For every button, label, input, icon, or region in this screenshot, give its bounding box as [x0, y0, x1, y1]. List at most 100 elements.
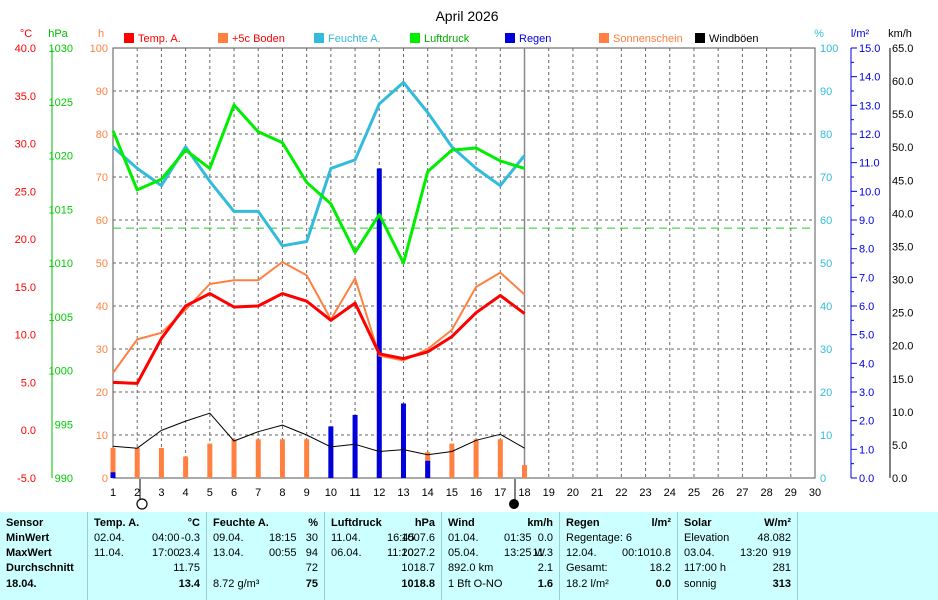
x-axis-tick-label: 4 [183, 487, 189, 499]
summary-cell-label: sonnig [684, 578, 717, 590]
temp-axis-tick-label: 5.0 [21, 377, 36, 389]
legend-swatch [218, 33, 228, 43]
summary-cell-label: 03.04. [684, 547, 715, 559]
wind-axis-tick-label: 30.0 [892, 275, 913, 287]
summary-cell-value: 11.75 [173, 562, 200, 574]
rain-axis-tick-label: 13.0 [859, 100, 880, 112]
sunshine-axis-tick-label: 100 [90, 43, 108, 55]
summary-column-humidity: Feuchte A.% 09.04. 18:15 30 13.04. 00:55 94 72 8… [207, 512, 324, 600]
rain-axis-tick-label: 5.0 [859, 330, 874, 342]
summary-cell-value: 1018.8 [401, 578, 435, 590]
sunshine-bar [449, 443, 455, 478]
x-axis-tick-label: 12 [373, 487, 385, 499]
x-axis-tick-label: 20 [567, 487, 579, 499]
rain-axis-tick-label: 8.0 [859, 244, 874, 256]
wind-axis-tick-label: 45.0 [892, 175, 913, 187]
x-axis-tick-label: 6 [231, 487, 237, 499]
wind-axis-tick-label: 5.0 [892, 440, 907, 452]
humidity-axis-tick-label: 60 [820, 215, 832, 227]
humidity-axis-tick-label: 40 [820, 301, 832, 313]
summary-row-labels: Sensor MinWert MaxWert Durchschnitt 18.0… [0, 512, 86, 600]
line-series-layer [111, 80, 526, 456]
pressure-axis-tick-label: 1020 [49, 151, 73, 163]
temp-axis-tick-label: 20.0 [15, 234, 36, 246]
summary-cell-time: 18:15 [269, 532, 297, 544]
row-label-average: Durchschnitt [6, 562, 74, 574]
full-moon-icon [136, 498, 148, 510]
temp-axis-tick-label: -5.0 [17, 473, 36, 485]
legend-swatch [410, 33, 420, 43]
humidity-axis-tick-label: 30 [820, 344, 832, 356]
sunshine-axis-tick-label: 80 [96, 129, 108, 141]
summary-cell-time: 04:00 [152, 532, 180, 544]
x-axis-tick-label: 1 [110, 487, 116, 499]
rain-bar [328, 426, 334, 478]
summary-cell-value: 72 [305, 562, 318, 574]
legend-swatch [124, 33, 134, 43]
legend-label: Sonnenschein [613, 33, 683, 45]
x-axis-tick-label: 30 [809, 487, 821, 499]
temp-axis-tick-label: 30.0 [15, 139, 36, 151]
sunshine-axis-tick-label: 30 [96, 344, 108, 356]
summary-header-unit: W/m² [764, 517, 791, 529]
wind-axis-tick-label: 20.0 [892, 341, 913, 353]
summary-cell-time: 11:20 [387, 547, 414, 559]
summary-cell-value: 18.2 [649, 562, 671, 574]
sunshine-axis-tick-label: 0 [102, 473, 108, 485]
rain-bar [425, 460, 431, 478]
summary-cell-label: 02.04. [94, 532, 125, 544]
sunshine-axis-tick-label: 20 [96, 387, 108, 399]
x-axis-tick-label: 17 [494, 487, 506, 499]
humidity-axis-tick-label: 50 [820, 258, 832, 270]
summary-header-title: Solar [684, 517, 712, 529]
summary-cell-value: 75 [305, 578, 318, 590]
summary-cell-label: 13.04. [213, 547, 244, 559]
legend-label: Windböen [709, 33, 759, 45]
summary-cell-time: 01:35 [504, 532, 532, 544]
wind-axis-tick-label: 35.0 [892, 241, 913, 253]
rain-axis-tick-label: 10.0 [859, 186, 880, 198]
summary-header-title: Regen [566, 517, 600, 529]
pressure-axis-unit: hPa [48, 28, 68, 40]
line-series-temp [112, 261, 526, 374]
legend-swatch [314, 33, 324, 43]
pressure-axis-tick-label: 1030 [49, 43, 73, 55]
summary-column-pressure: Luftdruck hPa 11.04. 16:45 1007.6 06.04. 11:20… [325, 512, 441, 600]
wind-axis-tick-label: 40.0 [892, 208, 913, 220]
summary-cell-value: 1027.2 [401, 547, 435, 559]
summary-header-unit: °C [187, 517, 200, 529]
summary-column-rain: Regen l/m² Regentage: 6 12.04. 00:10 10.8 Gesa… [560, 512, 677, 600]
temp-axis-tick-label: 15.0 [15, 282, 36, 294]
temp-axis-tick-label: 25.0 [15, 186, 36, 198]
rain-axis-tick-label: 1.0 [859, 444, 874, 456]
temp-axis-tick-label: 0.0 [21, 425, 36, 437]
rain-axis-unit: l/m² [851, 28, 870, 40]
pressure-axis-tick-label: 1010 [49, 258, 73, 270]
x-axis-tick-label: 3 [158, 487, 164, 499]
summary-column-temp: Temp. A. °C 02.04. 04:00 -0.3 11.04. 17:00 23.4… [88, 512, 206, 600]
humidity-axis-tick-label: 90 [820, 86, 832, 98]
summary-cell-label: 18.2 l/m² [566, 578, 609, 590]
summary-cell-value: 1007.6 [401, 532, 435, 544]
x-axis-tick-label: 23 [639, 487, 651, 499]
summary-cell-label: 11.04. [94, 547, 124, 559]
wind-axis-tick-label: 60.0 [892, 76, 913, 88]
wind-axis-tick-label: 25.0 [892, 308, 913, 320]
summary-cell-label: 09.04. [213, 532, 244, 544]
sunshine-bar [207, 443, 213, 478]
summary-cell-label: 11.04. [331, 532, 361, 544]
summary-cell-value: 919 [772, 547, 791, 559]
summary-cell-label: 01.04. [448, 532, 479, 544]
legend-swatch [599, 33, 609, 43]
x-axis-tick-label: 28 [760, 487, 772, 499]
legend-swatch [695, 33, 705, 43]
sunshine-bar [279, 439, 285, 478]
axes-layer: 40.035.030.025.020.015.010.05.00.0-5.0°C… [15, 28, 913, 510]
x-axis-tick-label: 9 [304, 487, 310, 499]
humidity-axis-tick-label: 0 [820, 473, 826, 485]
summary-table: Sensor MinWert MaxWert Durchschnitt 18.0… [0, 512, 938, 600]
wind-axis-tick-label: 0.0 [892, 473, 907, 485]
new-moon-icon [509, 499, 519, 509]
sunshine-axis-tick-label: 60 [96, 215, 108, 227]
rain-axis-tick-label: 2.0 [859, 416, 874, 428]
